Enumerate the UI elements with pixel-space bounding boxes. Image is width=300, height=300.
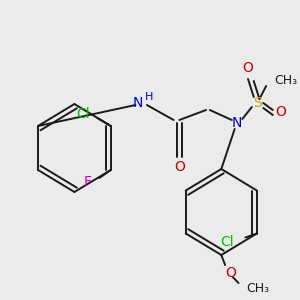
- Text: CH₃: CH₃: [246, 283, 269, 296]
- Text: H: H: [145, 92, 153, 102]
- Text: Cl: Cl: [220, 235, 234, 248]
- Text: O: O: [275, 105, 286, 119]
- Text: Cl: Cl: [76, 107, 90, 121]
- Text: S: S: [253, 96, 262, 110]
- Text: O: O: [225, 266, 236, 280]
- Text: O: O: [243, 61, 254, 75]
- Text: N: N: [132, 96, 142, 110]
- Text: N: N: [231, 116, 242, 130]
- Text: CH₃: CH₃: [275, 74, 298, 86]
- Text: F: F: [84, 175, 92, 189]
- Text: O: O: [174, 160, 185, 174]
